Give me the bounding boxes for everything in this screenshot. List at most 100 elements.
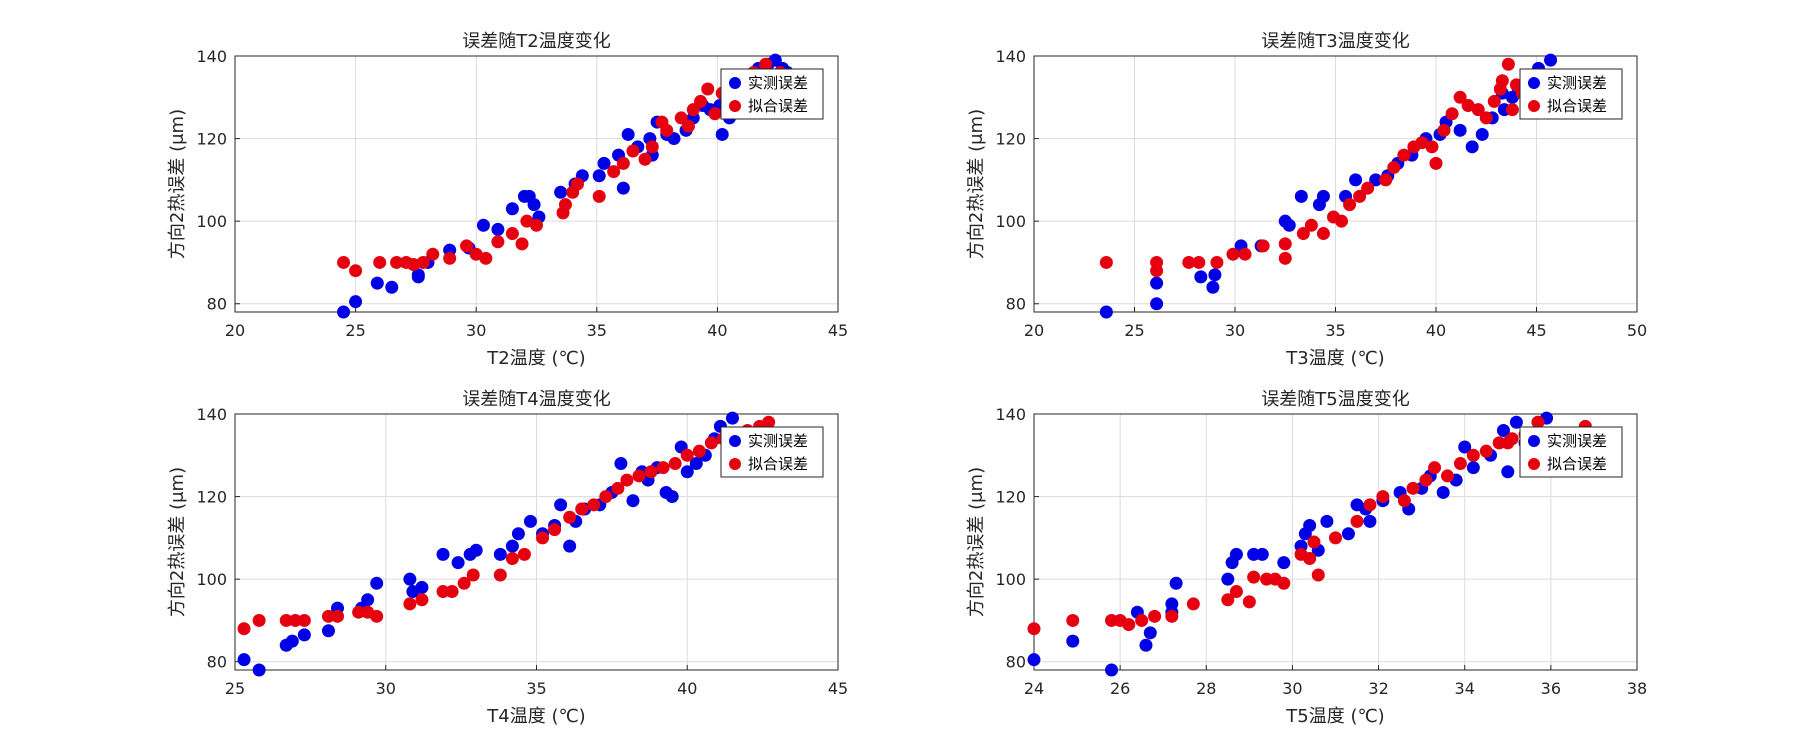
data-point bbox=[1105, 663, 1119, 677]
data-point bbox=[692, 444, 706, 458]
data-point bbox=[1415, 136, 1429, 150]
data-point bbox=[1311, 568, 1325, 582]
data-point bbox=[592, 189, 606, 203]
data-point bbox=[1397, 494, 1411, 508]
y-tick-label: 140 bbox=[196, 47, 227, 66]
data-point bbox=[1466, 448, 1480, 462]
legend-label: 拟合误差 bbox=[748, 97, 808, 115]
data-point bbox=[616, 156, 630, 170]
data-point bbox=[1278, 251, 1292, 265]
axes-frame bbox=[234, 55, 839, 313]
data-point bbox=[1150, 297, 1164, 311]
x-tick-label: 45 bbox=[828, 321, 848, 340]
data-point bbox=[1505, 103, 1519, 117]
data-point bbox=[349, 264, 363, 278]
data-point bbox=[411, 270, 425, 284]
data-point bbox=[523, 514, 537, 528]
data-point bbox=[563, 539, 577, 553]
legend-label: 拟合误差 bbox=[1547, 97, 1607, 115]
data-point bbox=[349, 295, 363, 309]
data-point bbox=[517, 547, 531, 561]
data-point bbox=[436, 585, 450, 599]
data-point bbox=[493, 568, 507, 582]
x-tick-label: 25 bbox=[345, 321, 365, 340]
data-point bbox=[1471, 103, 1485, 117]
data-point bbox=[1453, 90, 1467, 104]
data-point bbox=[1221, 572, 1235, 586]
y-axis-label: 方向2热误差 (μm) bbox=[167, 109, 188, 259]
data-point bbox=[370, 276, 384, 290]
data-point bbox=[527, 198, 541, 212]
data-point bbox=[385, 280, 399, 294]
data-point bbox=[1221, 593, 1235, 607]
x-tick-label: 30 bbox=[1282, 679, 1302, 698]
data-point bbox=[1429, 156, 1443, 170]
data-point bbox=[1303, 552, 1317, 566]
data-point bbox=[587, 498, 601, 512]
data-point bbox=[1066, 634, 1080, 648]
data-point bbox=[708, 107, 722, 121]
data-point bbox=[1210, 255, 1224, 269]
data-point bbox=[443, 251, 457, 265]
data-point bbox=[1453, 457, 1467, 471]
data-point bbox=[614, 457, 628, 471]
data-point bbox=[1307, 535, 1321, 549]
data-point bbox=[1531, 415, 1545, 429]
y-tick-label: 100 bbox=[196, 570, 227, 589]
y-axis-label: 方向2热误差 (μm) bbox=[966, 109, 987, 259]
data-point bbox=[1440, 469, 1454, 483]
data-point bbox=[511, 527, 525, 541]
x-tick-label: 30 bbox=[466, 321, 486, 340]
x-tick-label: 20 bbox=[225, 321, 245, 340]
data-point bbox=[1487, 94, 1501, 108]
data-point bbox=[1169, 576, 1183, 590]
data-point bbox=[694, 94, 708, 108]
data-point bbox=[1150, 276, 1164, 290]
data-point bbox=[370, 609, 384, 623]
y-tick-label: 100 bbox=[995, 570, 1026, 589]
data-point bbox=[1479, 444, 1493, 458]
x-tick-label: 38 bbox=[1627, 679, 1647, 698]
data-point bbox=[1436, 485, 1450, 499]
x-axis-label: T2温度 (℃) bbox=[486, 348, 585, 369]
data-point bbox=[297, 628, 311, 642]
data-point bbox=[337, 305, 351, 319]
data-point bbox=[668, 457, 682, 471]
x-tick-label: 26 bbox=[1110, 679, 1130, 698]
data-point bbox=[1350, 514, 1364, 528]
data-point bbox=[1296, 227, 1310, 241]
data-point bbox=[607, 165, 621, 179]
data-point bbox=[1501, 57, 1515, 71]
data-point bbox=[656, 461, 670, 475]
data-point bbox=[626, 494, 640, 508]
legend-label: 实测误差 bbox=[1547, 74, 1607, 92]
data-point bbox=[621, 127, 635, 141]
x-tick-label: 20 bbox=[1024, 321, 1044, 340]
legend-label: 实测误差 bbox=[748, 74, 808, 92]
y-tick-label: 140 bbox=[196, 405, 227, 424]
data-point bbox=[762, 415, 776, 429]
data-point bbox=[1294, 189, 1308, 203]
legend-marker bbox=[729, 100, 741, 112]
data-point bbox=[1143, 626, 1157, 640]
x-tick-label: 30 bbox=[376, 679, 396, 698]
data-point bbox=[1349, 173, 1363, 187]
data-point bbox=[680, 465, 694, 479]
data-point bbox=[620, 473, 634, 487]
y-tick-label: 80 bbox=[1006, 295, 1026, 314]
x-axis-label: T4温度 (℃) bbox=[486, 706, 585, 727]
legend-marker bbox=[729, 458, 741, 470]
data-point bbox=[1206, 280, 1220, 294]
data-point bbox=[1406, 481, 1420, 495]
data-point bbox=[1277, 576, 1291, 590]
data-point bbox=[237, 622, 251, 636]
data-point bbox=[403, 572, 417, 586]
data-point bbox=[416, 255, 430, 269]
subplot-3: 25 30 35 40 45 80 100 120 140 误差随T4温度变化 T4温度 (℃) 方向… bbox=[167, 389, 848, 727]
data-point bbox=[1186, 597, 1200, 611]
data-point bbox=[415, 580, 429, 594]
legend-marker bbox=[1528, 435, 1540, 447]
